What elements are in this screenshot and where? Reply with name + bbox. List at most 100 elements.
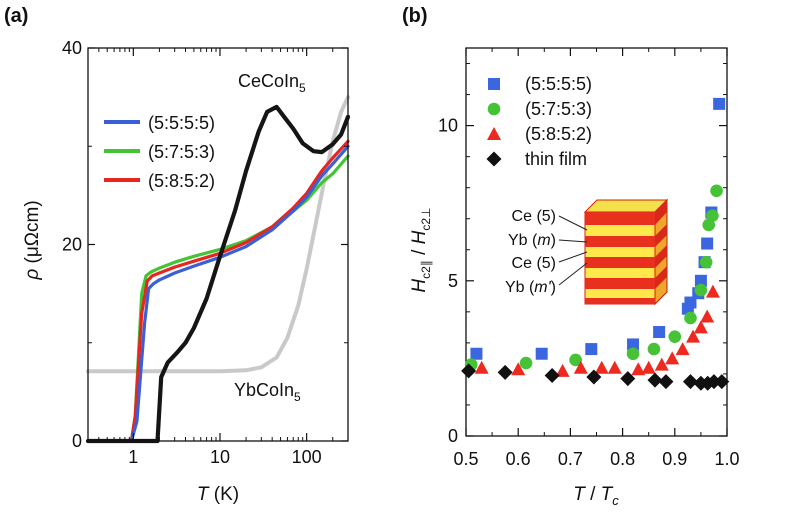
data-point-triangle: [675, 342, 690, 356]
panel-a-plot-area: [85, 95, 351, 444]
legend-marker-circle: [487, 102, 501, 116]
x-tick-label: 0.7: [558, 449, 583, 469]
data-point-diamond: [461, 363, 477, 379]
data-point-diamond: [497, 364, 513, 380]
y-tick-label: 20: [62, 235, 82, 255]
data-point-circle: [626, 347, 640, 361]
series-line-1: [86, 154, 350, 443]
panel-a-frame: [87, 47, 349, 442]
data-point-circle: [569, 353, 582, 367]
panel-b-label: (b): [402, 5, 428, 27]
data-point-diamond: [647, 372, 663, 388]
ybcoin5-annotation: YbCoIn5: [234, 380, 301, 404]
data-point-triangle: [594, 360, 609, 374]
data-point-square: [684, 296, 697, 309]
panel-b-ylabel: Hc2∥ / Hc2⊥: [409, 207, 433, 292]
data-point-circle: [647, 342, 661, 356]
data-point-triangle: [693, 320, 708, 334]
series-line-2: [86, 139, 350, 443]
series-line-3: [86, 144, 350, 443]
data-point-circle: [668, 330, 682, 343]
data-point-triangle: [474, 360, 489, 374]
data-point-triangle: [555, 363, 570, 377]
x-tick-label: 0.9: [662, 449, 687, 469]
panel-a-axes: 0 20 40 1 10 100: [62, 38, 349, 467]
legend-label: (5:5:5:5): [148, 113, 215, 133]
series-line-4: [85, 104, 351, 444]
legend-label: (5:8:5:2): [148, 171, 215, 191]
legend-label: thin film: [525, 149, 587, 169]
x-tick-label: 100: [292, 447, 322, 467]
data-point-diamond: [706, 374, 722, 390]
x-tick-label: 0.5: [453, 449, 478, 469]
data-point-triangle: [700, 309, 715, 323]
data-point-circle: [684, 311, 697, 325]
y-tick-label: 5: [448, 271, 458, 291]
inset-label-ce-bottom: Ce (5): [512, 255, 556, 272]
superlattice-inset: Ce (5) Yb (m) Ce (5) Yb (m'): [505, 198, 669, 306]
panel-b: (b) 0 5 10 0.5 0.6 0.7 0.8 0.9 1.0 (5:5:5:5) (5:7…: [402, 5, 740, 508]
data-point-triangle: [607, 360, 622, 374]
x-tick-label: 0.6: [506, 449, 531, 469]
data-point-diamond: [586, 369, 602, 385]
y-tick-label: 40: [62, 38, 82, 58]
inset-leader-lines: [558, 215, 588, 286]
inset-label-yb-m: Yb (m): [508, 232, 556, 249]
legend-marker-square: [488, 78, 500, 90]
data-point-triangle: [511, 362, 526, 376]
legend-label: (5:8:5:2): [525, 124, 592, 144]
data-point-triangle: [573, 360, 588, 374]
legend-marker-diamond: [486, 151, 502, 167]
data-point-triangle: [665, 351, 680, 365]
data-point-diamond: [544, 367, 560, 383]
data-point-square: [470, 347, 483, 360]
legend-label: (5:5:5:5): [525, 74, 592, 94]
panel-b-legend: (5:5:5:5) (5:7:5:3) (5:8:5:2) thin film: [486, 74, 592, 169]
panel-b-plot-area: [461, 97, 730, 391]
data-point-square: [713, 97, 726, 110]
data-point-circle: [710, 184, 723, 198]
data-point-square: [585, 343, 598, 356]
legend-marker-triangle: [487, 127, 501, 140]
data-point-square: [701, 237, 714, 250]
data-point-diamond: [682, 374, 698, 390]
panel-b-xlabel: T / Tc: [573, 484, 619, 508]
panel-a-xlabel: T (K): [197, 484, 239, 505]
y-tick-label: 0: [72, 431, 82, 451]
data-point-circle: [699, 255, 713, 269]
panel-a-label: (a): [4, 5, 28, 27]
series-line-0: [86, 95, 350, 374]
superlattice-block-icon: [583, 198, 669, 306]
x-tick-label: 1: [128, 447, 138, 467]
data-point-square: [653, 326, 666, 339]
inset-label-yb-mprime: Yb (m'): [505, 279, 556, 296]
legend-label: (5:7:5:3): [525, 99, 592, 119]
inset-label-ce-top: Ce (5): [512, 208, 556, 225]
data-point-circle: [706, 209, 719, 222]
data-point-diamond: [714, 374, 730, 390]
data-point-circle: [519, 356, 533, 370]
data-point-circle: [694, 283, 708, 297]
y-tick-label: 0: [448, 426, 458, 446]
panel-a-ylabel: ρ (μΩcm): [22, 200, 43, 280]
data-point-triangle: [705, 284, 720, 298]
data-point-triangle: [654, 357, 669, 371]
data-point-square: [694, 274, 707, 287]
panel-b-axes: 0 5 10 0.5 0.6 0.7 0.8 0.9 1.0: [438, 47, 740, 469]
data-point-triangle: [686, 329, 701, 343]
panel-a: (a) 0 20 40 1 10 100 (5:5:5:5) (5:7:5:3) (5:8:5…: [4, 5, 351, 505]
data-point-triangle: [641, 360, 656, 374]
data-point-diamond: [658, 374, 674, 390]
legend-label: (5:7:5:3): [148, 142, 215, 162]
data-point-triangle: [631, 362, 646, 376]
x-tick-label: 0.8: [610, 449, 635, 469]
x-tick-label: 10: [210, 447, 230, 467]
y-tick-label: 10: [438, 116, 458, 136]
data-point-diamond: [620, 371, 636, 387]
data-point-square: [535, 347, 548, 360]
panel-a-legend: (5:5:5:5) (5:7:5:3) (5:8:5:2): [104, 113, 215, 191]
x-tick-label: 1.0: [714, 449, 739, 469]
data-point-square: [627, 338, 640, 351]
cecoin5-annotation: CeCoIn5: [238, 71, 306, 95]
